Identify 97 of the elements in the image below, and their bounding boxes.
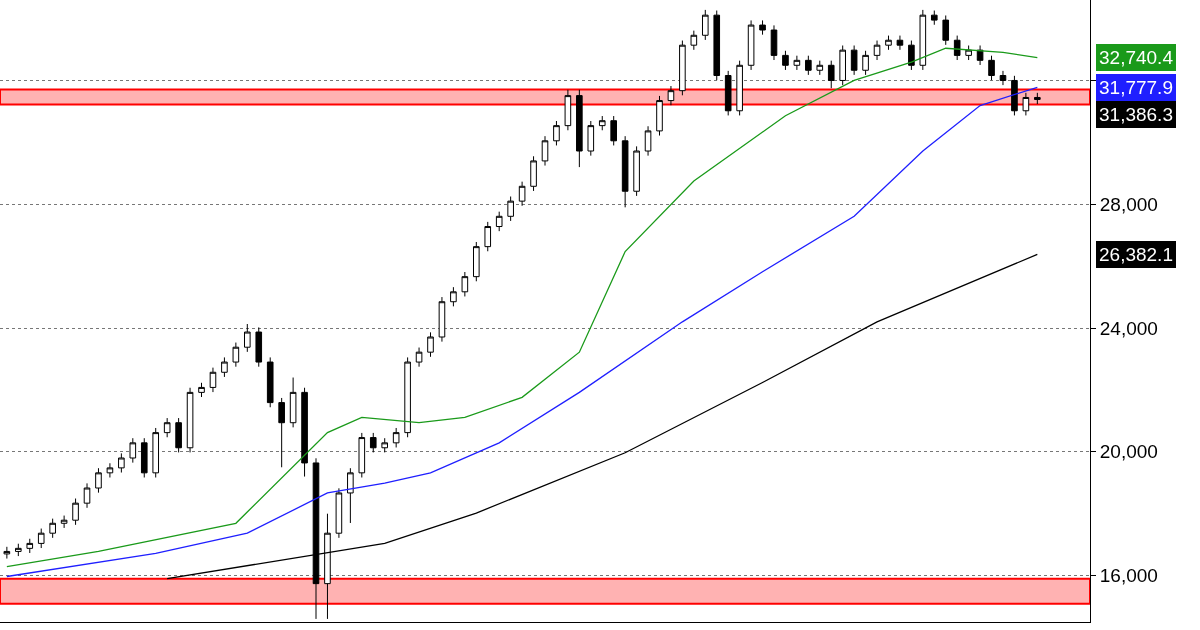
y-tick-label: 16,000	[1099, 565, 1158, 587]
candlestick	[301, 387, 308, 478]
candlestick	[427, 331, 434, 358]
candlestick	[747, 19, 755, 71]
candlestick	[473, 241, 480, 282]
candlestick	[106, 462, 114, 478]
candlestick	[198, 382, 205, 398]
candlestick	[759, 19, 766, 36]
candlestick	[839, 44, 846, 86]
candlestick	[908, 40, 915, 71]
candlestick	[266, 356, 274, 408]
candlestick	[805, 55, 812, 76]
candlestick	[484, 221, 492, 252]
candlestick	[713, 10, 721, 81]
candlestick	[289, 377, 297, 428]
candlestick	[461, 271, 469, 297]
candlestick	[438, 296, 446, 343]
text: 31,386.3	[1099, 104, 1173, 125]
candlestick	[850, 44, 858, 76]
candlestick	[381, 437, 389, 453]
candlestick	[37, 528, 45, 549]
candlestick	[633, 145, 640, 197]
candlestick	[95, 467, 102, 494]
candlestick	[896, 35, 904, 51]
candlestick	[392, 427, 400, 448]
candlestick	[930, 10, 938, 26]
candlestick	[255, 326, 263, 368]
candlestick	[988, 55, 995, 81]
candlestick	[782, 50, 789, 71]
candlestick	[415, 347, 423, 368]
candlestick	[72, 498, 79, 526]
y-tick-label: 28,000	[1099, 193, 1158, 215]
candlestick	[976, 44, 984, 66]
candlestick	[862, 50, 869, 76]
candlestick	[175, 417, 182, 453]
candlestick	[919, 9, 927, 71]
candlestick	[450, 286, 457, 307]
candlestick	[369, 432, 377, 453]
y-tick-label: 20,000	[1099, 441, 1158, 463]
candlestick	[701, 9, 709, 41]
candlestick	[587, 120, 595, 157]
candlestick	[724, 70, 732, 116]
candlestick	[404, 356, 411, 438]
candlestick	[232, 342, 240, 368]
candlestick	[965, 44, 972, 61]
candlestick	[656, 95, 663, 137]
candlestick	[15, 543, 22, 557]
candlestick	[690, 30, 698, 51]
candlestick	[644, 125, 652, 157]
candlestick	[507, 196, 514, 222]
text: 31,777.9	[1099, 77, 1173, 98]
candlestick	[83, 482, 91, 509]
candlestick	[827, 60, 835, 89]
candlestick	[495, 211, 503, 232]
candlestick	[621, 135, 629, 208]
candlestick	[278, 397, 285, 468]
candlestick	[610, 115, 617, 146]
candlestick	[1034, 92, 1041, 105]
candlestick	[885, 35, 892, 51]
candlestick	[49, 518, 56, 539]
candlestick	[793, 55, 801, 71]
candlestick	[140, 437, 148, 478]
candlestick	[358, 432, 366, 478]
candlestick	[3, 546, 11, 560]
candlestick	[999, 70, 1007, 86]
candlestick	[541, 135, 549, 167]
candlestick	[1022, 92, 1030, 116]
y-tick-label: 24,000	[1099, 317, 1158, 339]
candlestick	[770, 24, 778, 61]
candlestick	[186, 387, 194, 453]
candlestick	[152, 427, 160, 478]
candlestick	[129, 437, 137, 464]
candlestick	[942, 14, 950, 46]
candlestick	[553, 120, 560, 146]
candlestick	[221, 356, 228, 378]
candlestick	[736, 60, 743, 116]
candlestick	[667, 85, 675, 106]
text: 26,382.1	[1099, 244, 1173, 265]
candlestick	[209, 367, 217, 393]
candlestick	[347, 467, 354, 524]
candlestick	[60, 515, 68, 529]
candlestick	[518, 181, 526, 207]
candlestick	[26, 538, 34, 554]
candlestick	[679, 40, 686, 96]
candlestick	[1011, 75, 1018, 116]
candlestick	[873, 40, 881, 61]
candlestick	[953, 35, 961, 61]
candlestick	[118, 452, 125, 474]
candlestick	[564, 89, 572, 131]
candlestick	[163, 417, 171, 438]
candlestick	[335, 487, 343, 539]
candlestick	[816, 60, 824, 76]
text: 32,740.4	[1099, 47, 1174, 68]
candlestick	[598, 115, 606, 131]
candlestick	[530, 155, 537, 192]
candlestick	[244, 323, 251, 353]
candlestick	[576, 89, 583, 168]
